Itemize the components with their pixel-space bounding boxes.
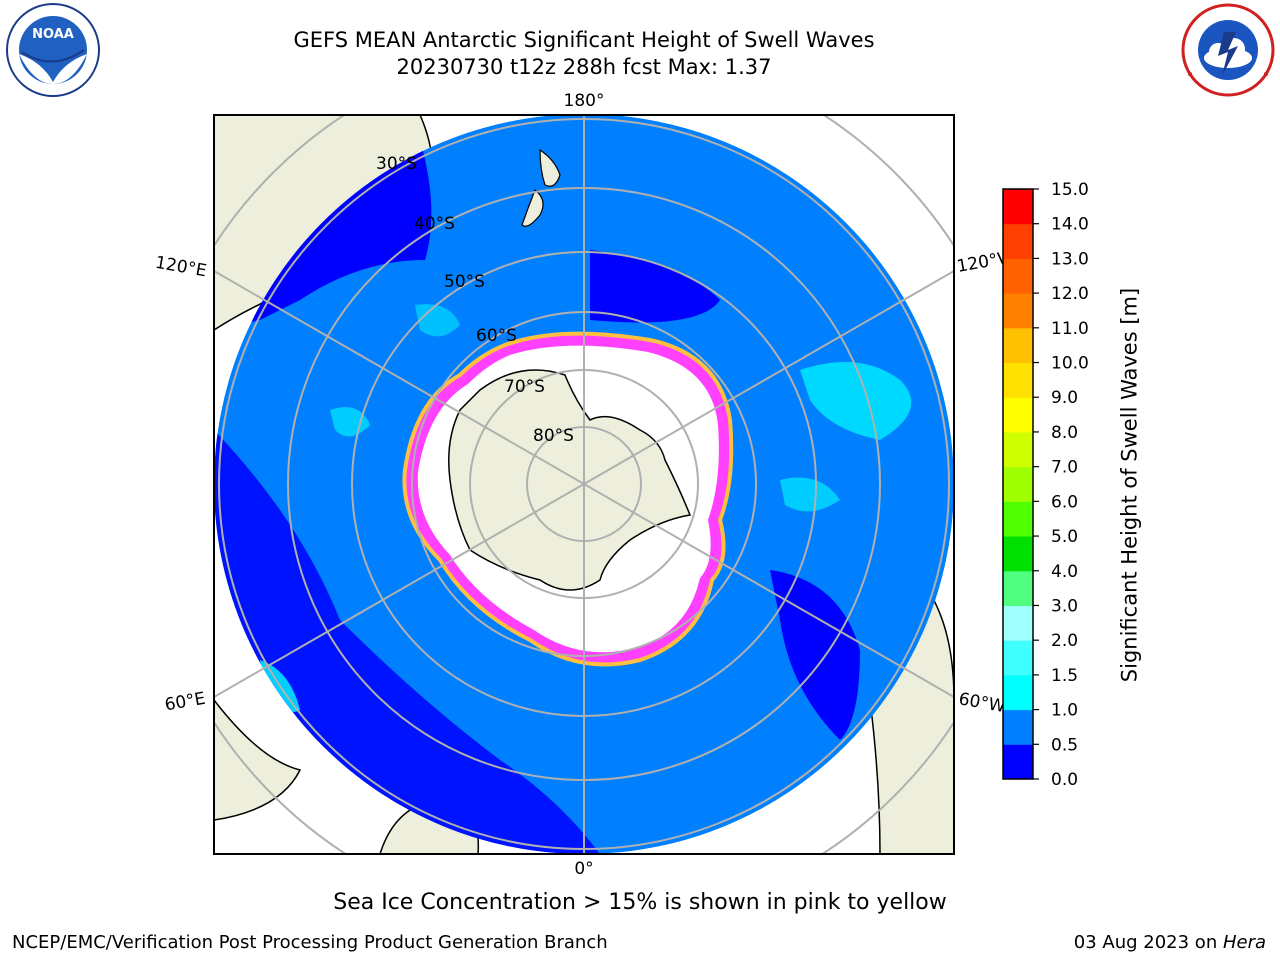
colorbar-tick-label: 8.0 xyxy=(1051,423,1078,443)
colorbar-swatch xyxy=(1003,640,1033,676)
colorbar-tick-label: 9.0 xyxy=(1051,388,1078,408)
footer-credit: NCEP/EMC/Verification Post Processing Pr… xyxy=(12,932,608,953)
colorbar-title: Significant Height of Swell Waves [m] xyxy=(1117,287,1142,683)
colorbar-swatch xyxy=(1003,189,1033,225)
colorbar-swatch xyxy=(1003,431,1033,468)
lon-label-60e: 60°E xyxy=(163,689,207,716)
colorbar-swatch xyxy=(1003,293,1033,329)
high-swell-patch-nw xyxy=(415,304,460,337)
colorbar-swatch xyxy=(1003,327,1033,364)
colorbar-swatch xyxy=(1003,362,1033,398)
colorbar-tick-label: 0.0 xyxy=(1051,770,1078,790)
colorbar-tick-label: 1.5 xyxy=(1051,666,1078,686)
high-swell-patch-east2 xyxy=(780,477,840,512)
colorbar-swatch xyxy=(1003,223,1033,259)
new-zealand xyxy=(521,148,561,227)
footer-host: Hera xyxy=(1222,932,1266,953)
noaa-logo-text: NOAA xyxy=(32,27,74,42)
low-swell-region-north xyxy=(590,250,720,323)
lat-label-30s: 30°S xyxy=(376,154,417,174)
lat-label-80s: 80°S xyxy=(533,426,574,446)
colorbar-swatch xyxy=(1003,501,1033,537)
colorbar-tick-label: 1.0 xyxy=(1051,701,1078,721)
colorbar-tick-label: 3.0 xyxy=(1051,596,1078,616)
colorbar-tick-label: 7.0 xyxy=(1051,458,1078,478)
colorbar-tick-label: 5.0 xyxy=(1051,527,1078,547)
colorbar-swatch xyxy=(1003,674,1033,711)
lat-label-60s: 60°S xyxy=(476,326,517,346)
colorbar-swatch xyxy=(1003,466,1033,502)
colorbar-swatch xyxy=(1003,536,1033,572)
colorbar-swatch xyxy=(1003,258,1033,294)
colorbar-swatch xyxy=(1003,744,1033,780)
lon-label-60w: 60°W xyxy=(957,689,1007,717)
lon-label-180: 180° xyxy=(564,91,605,111)
map-frame xyxy=(213,114,955,855)
colorbar-tick-label: 13.0 xyxy=(1051,249,1089,269)
high-swell-patch-west2 xyxy=(330,407,370,437)
colorbar-swatch xyxy=(1003,605,1033,641)
nws-logo xyxy=(1181,3,1275,97)
chart-title: GEFS MEAN Antarctic Significant Height o… xyxy=(293,28,875,52)
colorbar-tick-label: 14.0 xyxy=(1051,215,1089,235)
colorbar-tick-label: 12.0 xyxy=(1051,284,1089,304)
lat-label-50s: 50°S xyxy=(444,272,485,292)
footer-date: 03 Aug 2023 on Hera xyxy=(1074,932,1266,953)
colorbar-tick-label: 6.0 xyxy=(1051,492,1078,512)
noaa-logo: NOAA xyxy=(6,3,100,97)
colorbar-swatch xyxy=(1003,570,1033,606)
low-swell-region-east xyxy=(770,570,860,740)
colorbar-tick-label: 10.0 xyxy=(1051,354,1089,374)
sea-ice-note: Sea Ice Concentration > 15% is shown in … xyxy=(333,890,947,915)
colorbar-tick-label: 15.0 xyxy=(1051,180,1089,200)
meridian-60e-120w xyxy=(214,270,954,698)
colorbar-swatch xyxy=(1003,709,1033,745)
colorbar: 0.0 0.5 1.0 1.5 2.0 3.0 4.0 5.0 6.0 7.0 8.0 9.0 10.0… xyxy=(1002,180,1089,790)
lat-label-40s: 40°S xyxy=(414,214,455,234)
colorbar-tick-label: 11.0 xyxy=(1051,319,1089,339)
colorbar-swatch xyxy=(1003,397,1033,433)
graticule xyxy=(214,115,954,854)
high-swell-patch-east xyxy=(800,362,912,440)
colorbar-tick-label: 0.5 xyxy=(1051,735,1078,755)
chart-subtitle: 20230730 t12z 288h fcst Max: 1.37 xyxy=(396,55,772,79)
lat-label-70s: 70°S xyxy=(504,377,545,397)
lon-label-120e: 120°E xyxy=(154,253,208,282)
antarctica-landmass xyxy=(448,369,692,591)
colorbar-tick-label: 2.0 xyxy=(1051,631,1078,651)
lon-label-0: 0° xyxy=(574,859,593,879)
colorbar-frame xyxy=(1002,188,1034,780)
footer-date-text: 03 Aug 2023 on xyxy=(1073,932,1223,953)
colorbar-tick-label: 4.0 xyxy=(1051,562,1078,582)
